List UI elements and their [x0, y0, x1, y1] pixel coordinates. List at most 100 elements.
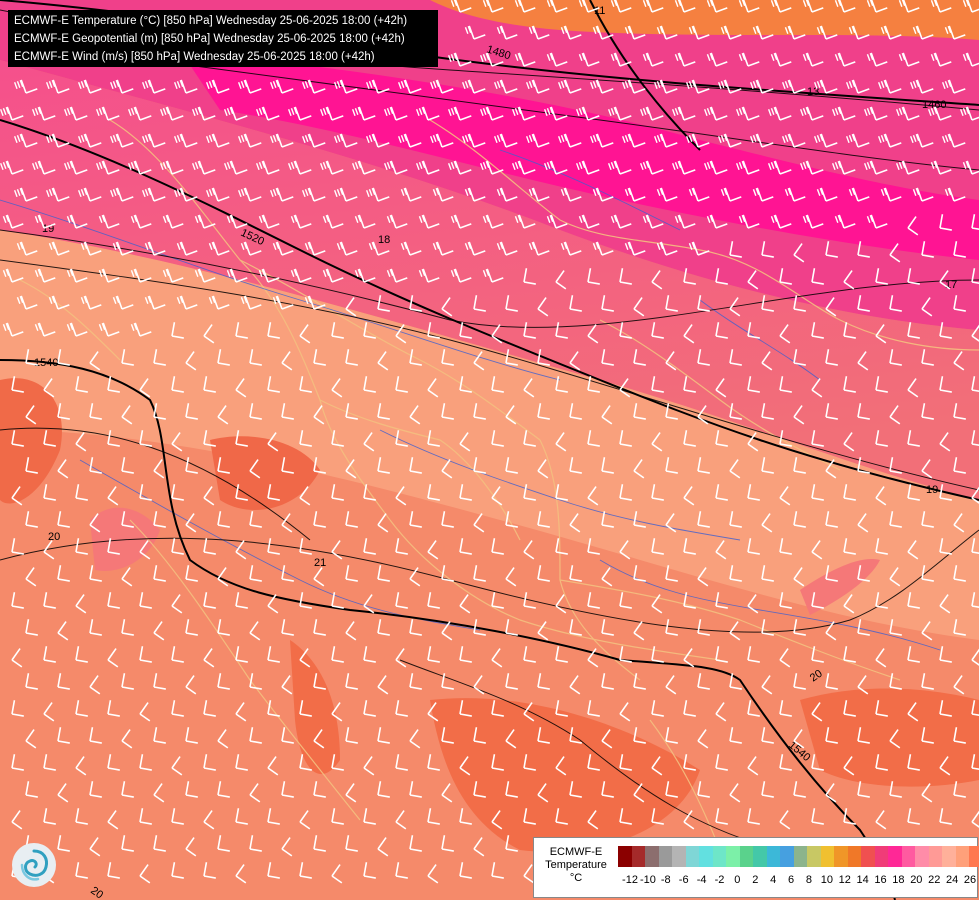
wind-barb	[459, 538, 472, 555]
wind-barb	[491, 376, 504, 393]
legend-tick: 24	[945, 874, 959, 886]
wind-barb	[639, 160, 664, 175]
wind-barb	[130, 268, 152, 283]
wind-barb	[43, 646, 56, 663]
wind-barb	[473, 295, 486, 312]
wind-barb	[235, 430, 248, 447]
wind-barb	[877, 79, 902, 94]
wind-barb	[432, 241, 454, 256]
wind-barb	[720, 25, 742, 40]
wind-barb	[217, 729, 229, 749]
wind-barb	[697, 567, 709, 587]
wind-barb	[496, 187, 518, 202]
wind-barb	[171, 700, 184, 717]
wind-barb	[537, 783, 549, 803]
legend-swatch	[766, 846, 780, 867]
wind-barb	[555, 432, 567, 452]
wind-barb	[461, 79, 486, 94]
wind-barb	[171, 756, 183, 776]
wind-barb	[505, 673, 518, 690]
wind-barb	[825, 565, 838, 582]
wind-barb	[409, 567, 421, 587]
wind-barb	[683, 324, 695, 344]
wind-barb	[331, 540, 343, 560]
legend-swatch	[793, 846, 807, 867]
wind-barb	[395, 648, 407, 668]
wind-barb	[811, 808, 824, 825]
wind-barb	[729, 403, 742, 420]
wind-barb	[139, 592, 152, 609]
wind-barb	[939, 214, 952, 231]
geopotential-label: 1540	[34, 357, 58, 369]
wind-barb	[493, 133, 518, 148]
wind-barb	[223, 160, 248, 175]
wind-barb	[409, 673, 422, 690]
wind-barb	[377, 351, 389, 371]
wind-barb	[473, 675, 485, 695]
wind-barb	[176, 295, 198, 310]
wind-barb	[107, 700, 120, 717]
wind-barb	[747, 700, 760, 717]
map-info-box: ECMWF-E Temperature (°C) [850 hPa] Wedne…	[8, 10, 438, 67]
wind-barb	[377, 675, 389, 695]
wind-barb	[427, 484, 440, 501]
wind-barb	[930, 0, 952, 13]
wind-barb	[592, 187, 614, 202]
wind-barb	[345, 349, 358, 366]
wind-barb	[217, 405, 229, 425]
wind-barb	[523, 484, 536, 501]
wind-barb	[779, 268, 792, 285]
wind-barb	[2, 268, 24, 283]
wind-barb	[345, 727, 358, 744]
wind-barb	[875, 648, 887, 668]
wind-barb	[287, 160, 312, 175]
wind-barb	[939, 376, 952, 393]
wind-barb	[523, 322, 536, 339]
wind-barb	[761, 781, 774, 798]
legend-unit: °C	[569, 872, 583, 884]
wind-barb	[441, 511, 454, 528]
wind-barb	[651, 270, 663, 290]
wind-barb	[203, 592, 216, 609]
wind-barb	[802, 0, 824, 13]
wind-barb	[418, 214, 440, 229]
legend-swatch	[645, 846, 659, 867]
wind-barb	[674, 52, 696, 67]
wind-barb	[450, 268, 472, 283]
wind-barb	[601, 457, 614, 474]
wind-barb	[685, 79, 710, 94]
wind-barb	[537, 459, 549, 479]
wind-barb	[624, 241, 646, 256]
wind-barb	[365, 187, 390, 202]
wind-barb	[619, 808, 632, 825]
wind-barb	[473, 837, 485, 857]
wind-barb	[912, 25, 934, 40]
wind-barb	[272, 295, 294, 310]
wind-barb	[651, 538, 664, 555]
wind-barb	[11, 810, 23, 830]
wind-barb	[383, 160, 408, 175]
wind-barb	[560, 187, 582, 202]
wind-barb	[651, 484, 664, 501]
wind-barb	[43, 808, 56, 825]
wind-barb	[482, 214, 504, 229]
wind-barb	[121, 405, 133, 425]
wind-barb	[313, 729, 325, 749]
wind-barb	[194, 214, 216, 229]
wind-barb	[121, 835, 134, 852]
wind-barb	[735, 160, 760, 175]
wind-barb	[651, 376, 664, 393]
wind-barb	[601, 349, 614, 366]
wind-barb	[921, 621, 933, 641]
wind-barb	[875, 430, 888, 447]
wind-barb	[575, 160, 600, 175]
wind-barb	[153, 783, 165, 803]
wind-barb	[45, 79, 70, 94]
wind-barb	[697, 673, 710, 690]
wind-barb	[715, 484, 728, 501]
wind-barb	[587, 810, 599, 830]
wind-barb	[267, 700, 280, 717]
wind-barb	[57, 511, 70, 528]
wind-barb	[907, 484, 920, 501]
wind-barb	[11, 648, 23, 668]
